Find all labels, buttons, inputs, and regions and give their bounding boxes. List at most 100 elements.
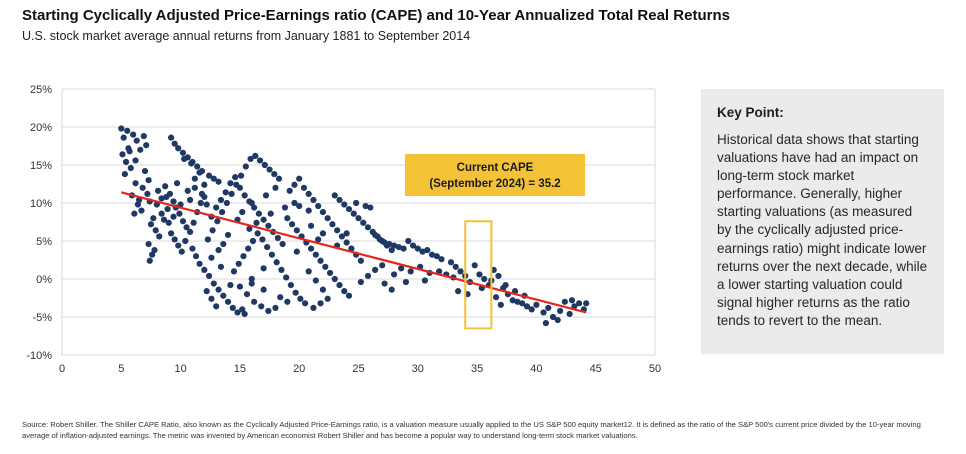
data-point — [310, 196, 317, 204]
data-point — [315, 236, 322, 243]
data-point — [118, 125, 125, 132]
data-point — [251, 204, 258, 211]
x-tick-label: 40 — [530, 363, 542, 375]
data-point — [288, 221, 296, 228]
data-point — [395, 243, 402, 251]
data-point — [141, 167, 149, 175]
data-point — [272, 304, 279, 311]
data-point — [139, 184, 146, 191]
data-point — [292, 289, 299, 296]
data-point — [291, 181, 298, 188]
data-point — [140, 133, 147, 140]
data-point — [549, 313, 557, 321]
data-point — [188, 160, 195, 167]
data-point — [203, 288, 210, 295]
data-point — [237, 172, 245, 179]
data-point — [265, 307, 272, 315]
data-point — [561, 298, 568, 305]
data-point — [240, 253, 247, 260]
data-point — [279, 240, 286, 248]
data-point — [523, 303, 531, 310]
data-point — [175, 145, 182, 152]
data-point — [232, 174, 239, 181]
data-point — [198, 190, 206, 197]
data-point — [381, 239, 388, 246]
data-point — [186, 228, 194, 235]
data-point — [247, 155, 254, 163]
data-point — [210, 175, 217, 182]
data-point — [137, 146, 144, 153]
data-point — [262, 192, 270, 199]
data-point — [164, 205, 171, 213]
data-point — [241, 310, 248, 318]
data-point — [319, 286, 327, 293]
axis-tick-labels: -10% -5% 0% 5% 10% 15% 20% 25% 0 5 10 15 20 25 30 35 40 4… — [26, 84, 661, 375]
data-point — [173, 180, 181, 187]
data-point — [228, 190, 235, 197]
data-point — [124, 127, 131, 134]
data-point — [388, 247, 395, 254]
data-point — [236, 283, 243, 290]
data-point — [312, 277, 319, 284]
y-tick-label: 25% — [30, 84, 52, 96]
data-point — [568, 297, 576, 304]
data-point — [509, 297, 516, 304]
data-point — [121, 171, 128, 178]
data-point — [224, 298, 232, 305]
x-tick-label: 35 — [471, 363, 483, 375]
y-tick-label: -5% — [32, 312, 52, 324]
data-point — [127, 164, 134, 172]
data-point — [336, 196, 343, 204]
data-point — [540, 309, 547, 316]
data-point — [305, 268, 312, 275]
data-point — [264, 243, 271, 251]
data-point — [364, 224, 372, 231]
data-point — [357, 257, 364, 264]
data-point — [242, 163, 249, 170]
data-point — [219, 209, 226, 216]
data-point — [134, 201, 142, 208]
data-point — [196, 169, 203, 176]
data-point — [131, 210, 138, 217]
data-point — [554, 316, 561, 324]
data-point — [158, 195, 165, 202]
data-point — [152, 227, 159, 234]
data-point — [348, 245, 355, 252]
data-point — [160, 216, 168, 223]
data-point — [220, 292, 227, 299]
y-tick-label: 0% — [36, 274, 52, 286]
data-point — [217, 196, 225, 204]
data-point — [256, 157, 264, 164]
y-tick-label: -10% — [26, 350, 52, 362]
key-point-panel: Key Point: Historical data shows that st… — [701, 89, 944, 354]
data-point — [481, 275, 488, 283]
data-point — [229, 304, 236, 311]
data-point — [319, 230, 327, 237]
data-point — [191, 184, 198, 191]
data-point — [421, 277, 429, 284]
data-point — [360, 219, 367, 226]
data-point — [258, 303, 265, 310]
data-point — [281, 204, 289, 211]
data-point — [236, 184, 243, 191]
data-point — [132, 157, 139, 164]
x-tick-label: 5 — [118, 363, 124, 375]
data-point — [235, 260, 242, 267]
callout-box — [405, 154, 585, 196]
data-point — [502, 281, 509, 289]
data-point — [353, 199, 360, 207]
data-point — [362, 202, 369, 210]
data-point — [208, 254, 215, 261]
data-point — [184, 187, 191, 194]
current-cape-callout: Current CAPE (September 2024) = 35.2 — [405, 154, 585, 196]
data-point — [283, 274, 290, 281]
data-point — [307, 245, 315, 252]
data-point — [220, 240, 227, 248]
data-point — [227, 180, 234, 187]
data-point — [398, 265, 405, 272]
data-point — [433, 253, 440, 260]
chart-subtitle: U.S. stock market average annual returns… — [22, 29, 471, 43]
data-point — [390, 242, 398, 249]
data-point — [357, 278, 364, 286]
data-point — [205, 272, 213, 280]
